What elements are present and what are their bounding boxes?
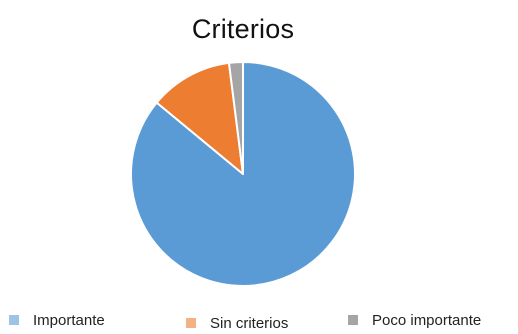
legend-swatch-sin-criterios <box>186 318 196 328</box>
legend-label-poco-importante: Poco importante <box>372 311 482 329</box>
legend-swatch-importante <box>9 315 19 325</box>
pie-slice-poco-importante <box>227 60 244 175</box>
legend-label-sin-criterios: Sin criterios <box>210 314 289 332</box>
pie-slice-sin-criterios <box>155 61 244 175</box>
legend-item-sin-criterios: Sin criterios <box>186 312 288 334</box>
legend-swatch-poco-importante <box>348 315 358 325</box>
legend-item-poco-importante: Poco importante <box>348 309 481 331</box>
chart-title: Criterios <box>191 14 295 44</box>
legend-label-importante: Importante <box>33 311 105 329</box>
legend-item-importante: Importante <box>9 309 105 331</box>
chart-legend: Importante Sin criterios Poco importante <box>0 309 518 334</box>
